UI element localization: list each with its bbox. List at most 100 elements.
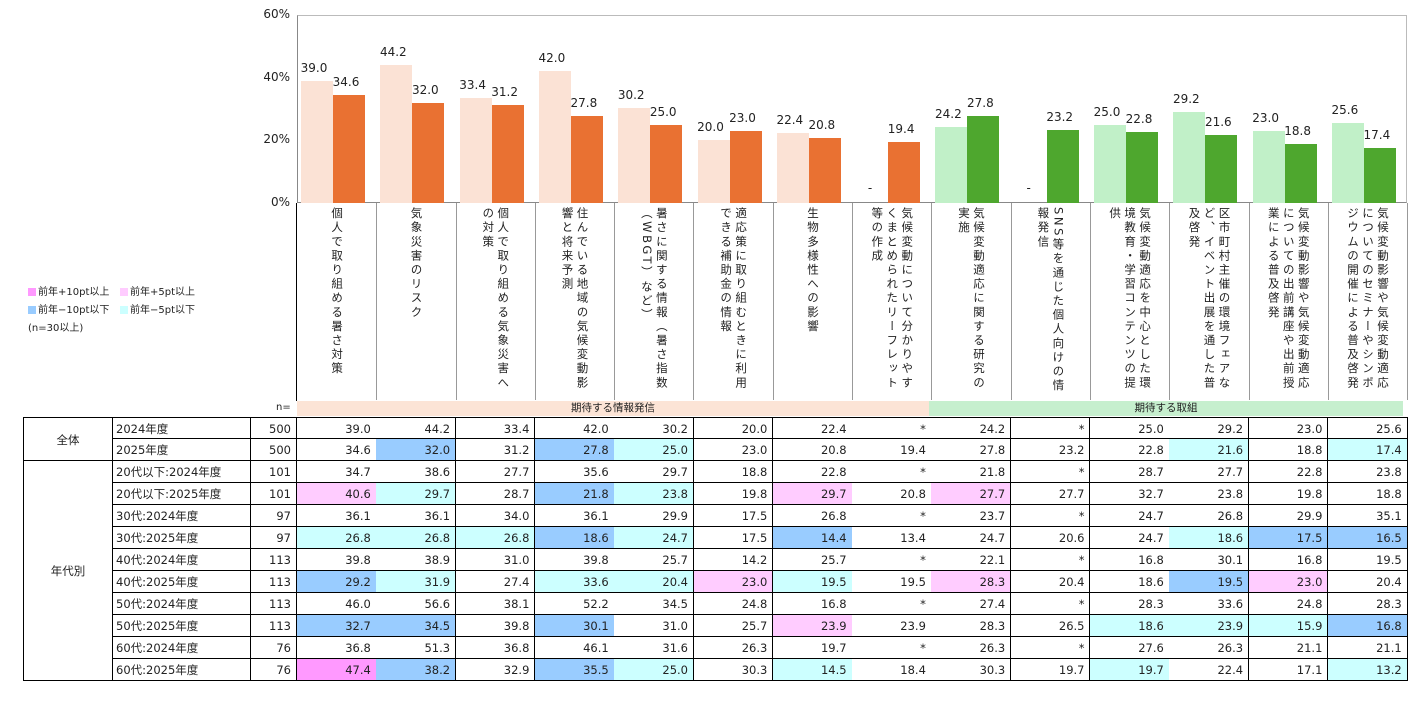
category-label-cell: 生物多様性への影響 (773, 203, 854, 400)
row-n: 101 (251, 460, 297, 483)
table-cell: 23.9 (772, 614, 853, 637)
table-cell: 30.3 (693, 658, 774, 681)
table-cell: 32.0 (376, 438, 457, 461)
bar (1331, 122, 1364, 203)
table-cell: 25.0 (614, 438, 694, 461)
row-n: 113 (251, 548, 297, 571)
category-label: 気候変動影響や気候変動適応についてのセミナーやシンポジウムの開催による普及啓発 (1346, 207, 1391, 391)
bar (729, 130, 762, 203)
category-label-cell: 区市町村主催の環境フェアなど、イベント出展を通した普及啓発 (1169, 203, 1250, 400)
data-label: 30.2 (617, 88, 645, 103)
table-cell: 36.8 (297, 636, 377, 659)
data-label: 21.6 (1204, 115, 1232, 130)
bar (1363, 148, 1396, 203)
table-cell: 46.0 (297, 592, 377, 615)
table-cell: 38.1 (455, 592, 536, 615)
table-cell: 27.4 (931, 592, 1012, 615)
table-cell: 26.8 (1169, 504, 1250, 527)
table-cell: 26.8 (297, 526, 377, 549)
bar (1126, 131, 1158, 203)
category-label-cell: 個人で取り組める暑さ対策 (297, 203, 378, 400)
legend-label: 前年−10pt以下 (38, 305, 110, 316)
table-cell: 44.2 (376, 416, 457, 439)
row-label: 2025年度 (113, 438, 251, 461)
data-label: 22.8 (1125, 111, 1153, 126)
table-cell: 39.8 (534, 548, 615, 571)
table-cell: 30.3 (931, 658, 1012, 681)
table-cell: 14.2 (693, 548, 774, 571)
group-label: 全体 (23, 416, 113, 461)
data-label: 27.8 (967, 95, 994, 110)
category-label-cell: 気候変動について分かりやすくまとめられたリーフレット等の作成 (852, 203, 933, 400)
table-cell: 36.1 (534, 504, 615, 527)
table-cell: 20.4 (1010, 570, 1091, 593)
table-cell: 22.8 (1248, 460, 1329, 483)
table-cell: 17.5 (693, 504, 774, 527)
table-cell: 23.9 (852, 614, 932, 637)
table-cell: 16.8 (1248, 548, 1329, 571)
missing-label: - (1026, 181, 1031, 195)
table-cell: 18.8 (1327, 482, 1408, 505)
table-cell: 16.5 (1327, 526, 1408, 549)
category-label-cell: 適応策に取り組むときに利用できる補助金の情報 (694, 203, 774, 400)
table-cell: 18.8 (1248, 438, 1329, 461)
group-label: 年代別 (23, 460, 113, 681)
table-cell: 39.8 (455, 614, 536, 637)
table-cell: 21.8 (534, 482, 615, 505)
table-cell: 56.6 (376, 592, 457, 615)
row-n: 97 (251, 504, 297, 527)
table-cell: 23.0 (1248, 570, 1329, 593)
table-cell: 18.4 (852, 658, 932, 681)
table-cell: 28.3 (931, 614, 1012, 637)
table-cell: 38.6 (376, 460, 457, 483)
legend-label: 前年−5pt以下 (130, 305, 196, 316)
row-label: 60代:2025年度 (113, 658, 251, 681)
table-cell: 26.3 (1169, 636, 1250, 659)
table-cell: 32.7 (297, 614, 377, 637)
table-cell: 28.7 (1090, 460, 1170, 483)
table-cell: 29.9 (614, 504, 694, 527)
table-cell: * (1010, 636, 1091, 659)
category-label-cell: 気候変動影響や気候変動適応についてのセミナーやシンポジウムの開催による普及啓発 (1328, 203, 1409, 400)
category-axis-left-border (296, 203, 297, 401)
y-tick-label: 40% (263, 69, 290, 84)
table-cell: 23.0 (693, 438, 774, 461)
table-cell: 13.4 (852, 526, 932, 549)
bar (491, 105, 524, 203)
table-cell: 19.4 (852, 438, 932, 461)
row-label: 30代:2025年度 (113, 526, 251, 549)
table-cell: 34.5 (376, 614, 457, 637)
y-tick-label: 20% (263, 132, 290, 147)
bar (935, 127, 968, 203)
table-cell: 27.8 (931, 438, 1012, 461)
table-cell: 23.8 (1327, 460, 1408, 483)
plot-area (297, 15, 1407, 203)
bar (333, 94, 365, 203)
category-label: 気候変動影響や気候変動適応についての出前講座や出前授業による普及啓発 (1266, 207, 1311, 391)
data-label: 19.4 (887, 122, 915, 137)
table-cell: 32.7 (1090, 482, 1170, 505)
category-label-cell: 暑さに関する情報（暑さ指数（WBGT）など） (614, 203, 695, 400)
table-cell: 35.5 (534, 658, 615, 681)
bar (776, 132, 809, 203)
table-cell: * (852, 636, 932, 659)
category-label: 暑さに関する情報（暑さ指数（WBGT）など） (639, 207, 669, 391)
table-cell: 29.2 (1169, 416, 1250, 439)
table-cell: 19.5 (852, 570, 932, 593)
table-cell: 24.7 (614, 526, 694, 549)
row-n: 113 (251, 614, 297, 637)
legend-note: (n=30以上) (28, 323, 84, 334)
table-cell: 27.7 (931, 482, 1012, 505)
legend-swatch (28, 306, 36, 314)
table-cell: 24.2 (931, 416, 1012, 439)
table-cell: * (1010, 460, 1091, 483)
table-cell: 25.7 (614, 548, 694, 571)
row-n: 113 (251, 570, 297, 593)
category-label-cell: 住んでいる地域の気候変動影響と将来予測 (535, 203, 616, 400)
category-label: 個人で取り組める暑さ対策 (330, 207, 345, 377)
table-cell: 25.6 (1327, 416, 1408, 439)
row-n: 500 (251, 438, 297, 461)
band-header: 期待する取組 (929, 401, 1403, 416)
table-cell: 34.6 (297, 438, 377, 461)
category-label: 気候変動適応に関する研究の実施 (957, 207, 987, 391)
